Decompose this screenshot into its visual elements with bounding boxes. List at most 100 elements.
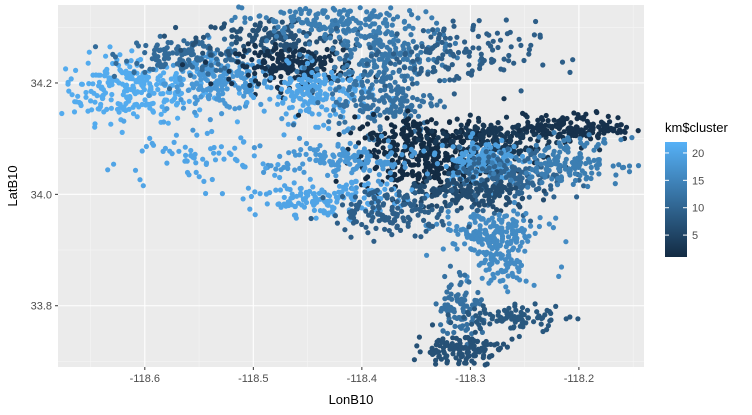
data-point [377, 112, 383, 118]
data-point [245, 185, 251, 191]
data-point [290, 66, 296, 72]
data-point [577, 136, 583, 142]
data-point [321, 122, 327, 128]
data-point [213, 85, 219, 91]
data-point [437, 165, 443, 172]
data-point [160, 148, 166, 154]
data-point [509, 164, 515, 170]
data-point [437, 78, 443, 84]
data-point [439, 205, 445, 212]
data-point [351, 215, 357, 221]
data-point [266, 53, 272, 59]
data-point [530, 128, 536, 134]
data-point [298, 10, 304, 17]
data-point [307, 156, 313, 162]
data-point [390, 69, 396, 76]
data-point [441, 28, 447, 34]
data-point [155, 77, 161, 83]
data-point [470, 130, 476, 137]
data-point [450, 351, 456, 357]
data-point [626, 163, 633, 169]
data-point [408, 31, 414, 38]
data-point [498, 150, 504, 156]
data-point [300, 29, 307, 36]
data-point [139, 63, 145, 69]
data-point [293, 9, 299, 15]
data-point [376, 205, 382, 211]
data-point [332, 213, 338, 219]
data-point [364, 78, 371, 84]
data-point [262, 78, 268, 84]
data-point [486, 190, 492, 196]
data-point [340, 193, 346, 200]
data-point [546, 139, 552, 145]
data-point [289, 191, 295, 197]
data-point [319, 104, 325, 110]
data-point [390, 16, 396, 22]
data-point [560, 121, 567, 127]
data-point [488, 234, 494, 240]
data-point [317, 208, 323, 214]
data-point [391, 133, 397, 140]
data-point [164, 45, 170, 51]
data-point [251, 153, 257, 159]
data-point [324, 14, 330, 20]
data-point [410, 38, 416, 45]
data-point [615, 130, 621, 136]
data-point [479, 166, 485, 172]
data-point [311, 96, 317, 102]
data-point [505, 253, 511, 259]
data-point [285, 165, 291, 172]
data-point [475, 236, 481, 243]
data-point [194, 132, 200, 138]
data-point [362, 135, 368, 141]
data-point [304, 17, 310, 23]
legend-tick-label: 20 [692, 148, 704, 160]
data-point [331, 168, 337, 175]
data-point [367, 45, 373, 51]
data-point [203, 59, 209, 65]
data-point [515, 211, 521, 217]
data-point [409, 76, 415, 82]
data-point [360, 72, 366, 78]
data-point [348, 179, 355, 185]
data-point [313, 157, 319, 164]
data-point [515, 123, 521, 129]
data-point [532, 155, 538, 161]
data-point [513, 219, 520, 225]
data-point [220, 91, 226, 97]
data-point [105, 167, 111, 173]
data-point [495, 156, 501, 162]
data-point [443, 354, 449, 360]
data-point [584, 174, 590, 180]
data-point [526, 147, 532, 153]
data-point [217, 67, 223, 73]
data-point [330, 95, 336, 102]
data-point [546, 221, 552, 227]
data-point [542, 147, 548, 153]
data-point [434, 221, 440, 227]
data-point [388, 60, 394, 66]
data-point [554, 123, 560, 130]
data-point [562, 166, 569, 172]
data-point [494, 207, 500, 213]
data-point [347, 77, 353, 84]
data-point [205, 32, 211, 38]
data-point [382, 51, 388, 57]
data-point [274, 84, 281, 90]
data-point [182, 50, 188, 57]
data-point [333, 25, 340, 31]
data-point [483, 267, 489, 273]
data-point [414, 56, 420, 62]
data-point [414, 96, 420, 102]
data-point [309, 111, 315, 117]
data-point [391, 37, 397, 43]
data-point [407, 201, 413, 207]
data-point [264, 84, 270, 90]
data-point [549, 161, 555, 167]
data-point [124, 58, 130, 64]
data-point [337, 9, 343, 15]
data-point [132, 167, 139, 173]
data-point [319, 153, 325, 159]
data-point [471, 360, 477, 366]
